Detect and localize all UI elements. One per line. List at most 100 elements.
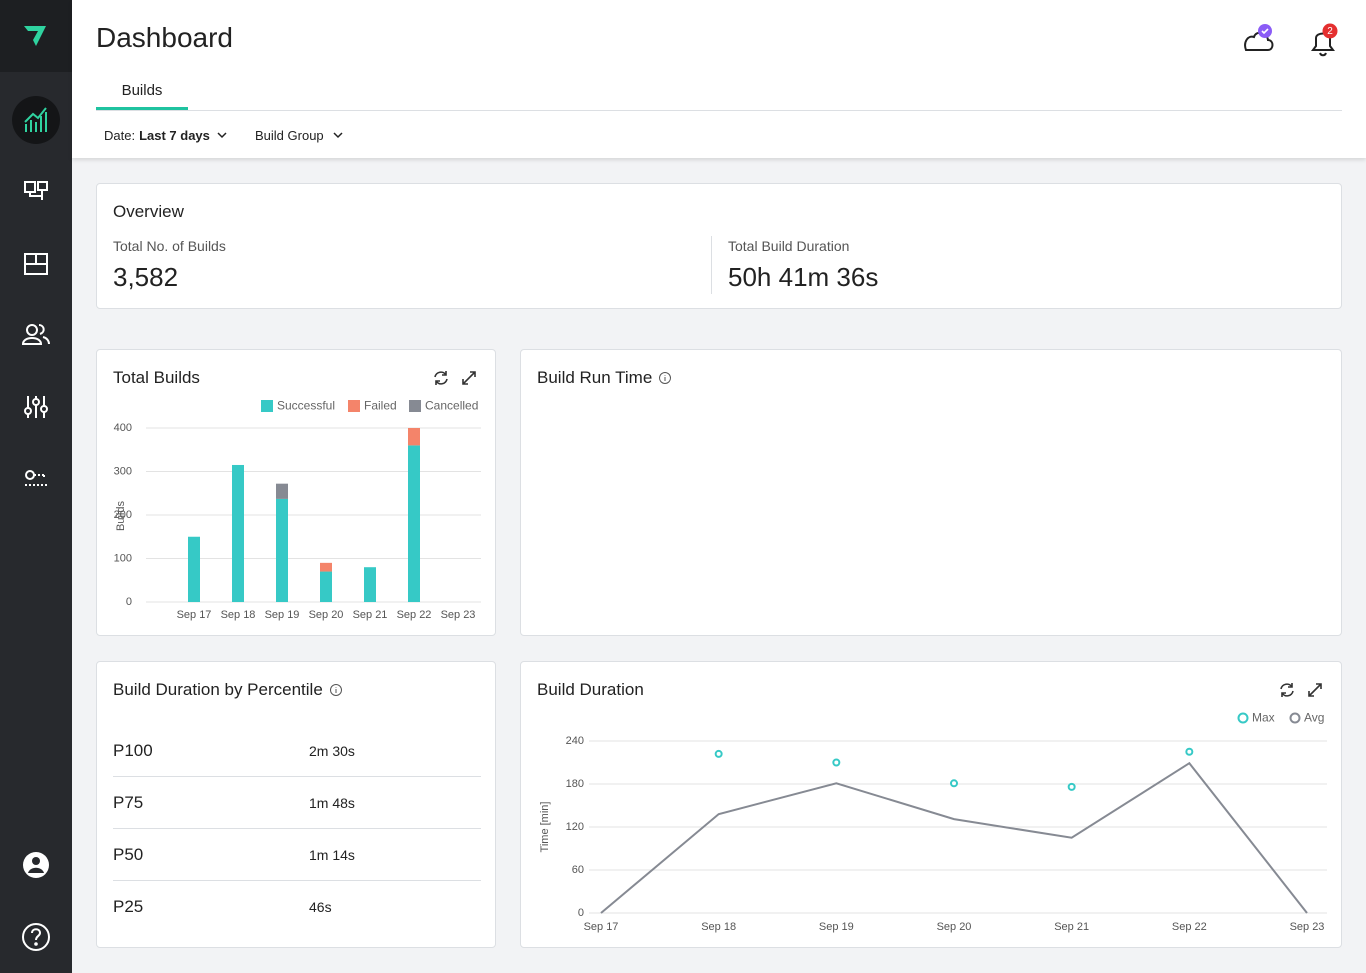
max-point [833, 760, 839, 766]
nav-dashboard[interactable] [12, 96, 60, 144]
logo [0, 0, 72, 72]
percentile-label: P25 [113, 897, 143, 917]
legend-label: Avg [1304, 711, 1324, 725]
bar-segment [188, 537, 200, 602]
notifications[interactable]: 2 [1302, 20, 1346, 60]
legend-swatch [409, 400, 421, 412]
refresh-button[interactable] [1281, 683, 1293, 697]
legend-label: Successful [277, 399, 335, 413]
chart: 060120180240Time [min]Sep 17Sep 18Sep 19… [521, 662, 1341, 947]
card-title: Build Duration [537, 680, 644, 700]
metric-value: 50h 41m 36s [728, 262, 878, 293]
legend-marker [1239, 714, 1248, 723]
run-time-card: Build Run Time 058m 21sMonTueWedThuFriSat… [520, 349, 1342, 636]
metric-value: 3,582 [113, 262, 178, 293]
x-tick-label: Sep 17 [584, 921, 619, 933]
nav-users[interactable] [27, 325, 37, 335]
x-tick-label: Sep 19 [265, 609, 300, 621]
percentile-value: 46s [309, 899, 332, 915]
percentile-value: 1m 14s [309, 847, 355, 863]
nav-profile[interactable] [23, 852, 49, 878]
bar-segment [320, 563, 332, 572]
y-tick-label: 120 [566, 821, 584, 833]
card-title: Overview [113, 202, 184, 222]
overview-card: Overview Total No. of Builds 3,582 Total… [96, 183, 1342, 309]
y-tick-label: 240 [566, 735, 584, 747]
chevron [330, 130, 346, 142]
filter-label: Build Group [255, 128, 324, 143]
max-point [716, 751, 722, 757]
info-icon[interactable] [329, 683, 343, 697]
y-tick-label: 180 [566, 778, 584, 790]
bar-segment [408, 428, 420, 445]
percentile-card: Build Duration by Percentile P100 2m 30s P… [96, 661, 496, 948]
y-tick-label: 60 [572, 864, 584, 876]
info-icon[interactable]: 058m 21sMonTueWedThuFriSatSun00:0001:000… [658, 371, 672, 385]
card-title: Build Run Time [537, 368, 652, 388]
build-duration-card: Build Duration 060120180240Time [min]Sep… [520, 661, 1342, 948]
x-tick-label: Sep 21 [353, 609, 388, 621]
expand-button[interactable] [1309, 684, 1321, 696]
nav-keys[interactable] [26, 471, 34, 479]
x-tick-label: Sep 21 [1054, 921, 1089, 933]
total-builds-card: Total Builds 0100200300400BuildsSuccessf… [96, 349, 496, 636]
y-axis-label: Builds [115, 501, 127, 531]
nav-builds[interactable] [25, 182, 35, 192]
nav-help[interactable] [23, 924, 49, 950]
max-point [1069, 784, 1075, 790]
icon [435, 371, 447, 385]
nav-icons [0, 72, 72, 972]
x-tick-label: Sep 23 [1290, 921, 1325, 933]
refresh-button[interactable] [435, 371, 447, 385]
metric-label: Total Build Duration [728, 238, 849, 254]
y-tick-label: 300 [114, 465, 132, 477]
expand-button[interactable] [463, 372, 475, 384]
metric-divider [711, 236, 712, 294]
bar-segment [408, 445, 420, 602]
x-tick-label: Sep 17 [177, 609, 212, 621]
percentile-label: P75 [113, 793, 143, 813]
bar-segment [364, 567, 376, 602]
x-tick-label: Sep 20 [937, 921, 972, 933]
legend-swatch [261, 400, 273, 412]
chevron [214, 130, 230, 142]
y-tick-label: 100 [114, 552, 132, 564]
x-tick-label: Sep 23 [441, 609, 476, 621]
percentile-value: 1m 48s [309, 795, 355, 811]
row-divider [113, 828, 481, 829]
card-title: Build Duration by Percentile [113, 680, 323, 700]
legend-label: Cancelled [425, 399, 478, 413]
bar-segment [232, 465, 244, 602]
row-divider [113, 880, 481, 881]
legend-swatch [348, 400, 360, 412]
card-title-row: Build Run Time 058m 21sMonTueWedThuFriSat… [537, 368, 672, 388]
cloud-status[interactable] [1238, 20, 1278, 60]
metric-label: Total No. of Builds [113, 238, 226, 254]
group-filter[interactable]: Build Group [255, 128, 346, 143]
icon [463, 372, 475, 384]
bar-segment [276, 499, 288, 602]
row-divider [113, 776, 481, 777]
bar-segment [276, 484, 288, 499]
logo-block [0, 0, 72, 72]
top-header: Dashboard 2 Builds Date: Last 7 days Bui… [72, 0, 1366, 158]
filter-value: Last 7 days [139, 128, 210, 143]
x-tick-label: Sep 20 [309, 609, 344, 621]
x-tick-label: Sep 22 [1172, 921, 1207, 933]
x-tick-label: Sep 18 [221, 609, 256, 621]
max-point [951, 780, 957, 786]
percentile-label: P100 [113, 741, 153, 761]
legend-label: Max [1252, 711, 1275, 725]
date-filter[interactable]: Date: Last 7 days [104, 128, 230, 143]
page-title: Dashboard [96, 22, 233, 54]
max-point [1186, 749, 1192, 755]
tab[interactable]: Builds [96, 82, 188, 99]
tab-divider [96, 110, 1342, 111]
chart: 0100200300400BuildsSuccessfulFailedCance… [97, 350, 495, 635]
percentile-value: 2m 30s [309, 743, 355, 759]
legend-label: Failed [364, 399, 397, 413]
sidebar [0, 0, 72, 973]
y-tick-label: 0 [578, 907, 584, 919]
chart [521, 350, 1341, 635]
